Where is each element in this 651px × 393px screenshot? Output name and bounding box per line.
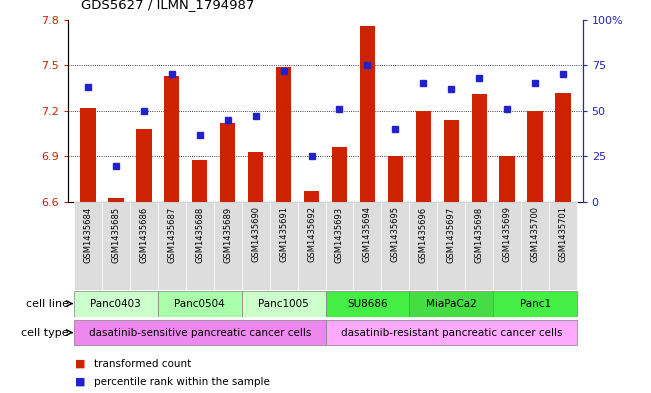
- FancyBboxPatch shape: [521, 202, 549, 290]
- FancyBboxPatch shape: [493, 202, 521, 290]
- Bar: [332, 147, 347, 202]
- Bar: [471, 94, 487, 202]
- FancyBboxPatch shape: [549, 202, 577, 290]
- FancyBboxPatch shape: [74, 202, 102, 290]
- Bar: [108, 198, 124, 202]
- Text: Panc1005: Panc1005: [258, 299, 309, 309]
- Bar: [443, 120, 459, 202]
- Text: SU8686: SU8686: [347, 299, 388, 309]
- FancyBboxPatch shape: [437, 202, 465, 290]
- Text: GSM1435699: GSM1435699: [503, 206, 512, 263]
- Text: GSM1435697: GSM1435697: [447, 206, 456, 263]
- FancyBboxPatch shape: [409, 202, 437, 290]
- Text: ■: ■: [75, 359, 85, 369]
- FancyBboxPatch shape: [242, 290, 326, 316]
- Bar: [360, 26, 375, 202]
- FancyBboxPatch shape: [74, 320, 326, 345]
- FancyBboxPatch shape: [130, 202, 158, 290]
- FancyBboxPatch shape: [242, 202, 270, 290]
- Text: GSM1435696: GSM1435696: [419, 206, 428, 263]
- FancyBboxPatch shape: [102, 202, 130, 290]
- Text: cell type: cell type: [21, 327, 69, 338]
- Bar: [220, 123, 236, 202]
- FancyBboxPatch shape: [270, 202, 298, 290]
- Text: GSM1435694: GSM1435694: [363, 206, 372, 263]
- Text: Panc1: Panc1: [519, 299, 551, 309]
- FancyBboxPatch shape: [326, 290, 409, 316]
- Text: GSM1435685: GSM1435685: [111, 206, 120, 263]
- Bar: [164, 76, 180, 202]
- FancyBboxPatch shape: [158, 202, 186, 290]
- FancyBboxPatch shape: [353, 202, 381, 290]
- Text: GDS5627 / ILMN_1794987: GDS5627 / ILMN_1794987: [81, 0, 255, 11]
- FancyBboxPatch shape: [326, 320, 577, 345]
- Text: transformed count: transformed count: [94, 359, 191, 369]
- Bar: [527, 111, 543, 202]
- Text: GSM1435695: GSM1435695: [391, 206, 400, 263]
- FancyBboxPatch shape: [74, 290, 158, 316]
- Text: GSM1435691: GSM1435691: [279, 206, 288, 263]
- Text: GSM1435700: GSM1435700: [531, 206, 540, 263]
- Bar: [248, 152, 263, 202]
- FancyBboxPatch shape: [326, 202, 353, 290]
- Text: percentile rank within the sample: percentile rank within the sample: [94, 377, 270, 387]
- Text: GSM1435688: GSM1435688: [195, 206, 204, 263]
- FancyBboxPatch shape: [158, 290, 242, 316]
- Bar: [304, 191, 319, 202]
- Bar: [192, 160, 208, 202]
- Bar: [136, 129, 152, 202]
- Text: GSM1435692: GSM1435692: [307, 206, 316, 263]
- Text: GSM1435687: GSM1435687: [167, 206, 176, 263]
- FancyBboxPatch shape: [493, 290, 577, 316]
- Text: ■: ■: [75, 377, 85, 387]
- Text: GSM1435690: GSM1435690: [251, 206, 260, 263]
- Bar: [80, 108, 96, 202]
- Bar: [388, 156, 403, 202]
- Text: GSM1435693: GSM1435693: [335, 206, 344, 263]
- Text: Panc0504: Panc0504: [174, 299, 225, 309]
- Text: GSM1435686: GSM1435686: [139, 206, 148, 263]
- Text: dasatinib-sensitive pancreatic cancer cells: dasatinib-sensitive pancreatic cancer ce…: [89, 327, 311, 338]
- FancyBboxPatch shape: [214, 202, 242, 290]
- Text: GSM1435701: GSM1435701: [559, 206, 568, 263]
- FancyBboxPatch shape: [298, 202, 326, 290]
- Bar: [555, 93, 571, 202]
- Bar: [499, 156, 515, 202]
- Bar: [415, 111, 431, 202]
- Text: GSM1435689: GSM1435689: [223, 206, 232, 263]
- FancyBboxPatch shape: [465, 202, 493, 290]
- Text: dasatinib-resistant pancreatic cancer cells: dasatinib-resistant pancreatic cancer ce…: [340, 327, 562, 338]
- Text: MiaPaCa2: MiaPaCa2: [426, 299, 477, 309]
- Text: GSM1435698: GSM1435698: [475, 206, 484, 263]
- FancyBboxPatch shape: [381, 202, 409, 290]
- Bar: [276, 67, 291, 202]
- Text: Panc0403: Panc0403: [90, 299, 141, 309]
- Text: GSM1435684: GSM1435684: [83, 206, 92, 263]
- FancyBboxPatch shape: [409, 290, 493, 316]
- FancyBboxPatch shape: [186, 202, 214, 290]
- Text: cell line: cell line: [26, 299, 69, 309]
